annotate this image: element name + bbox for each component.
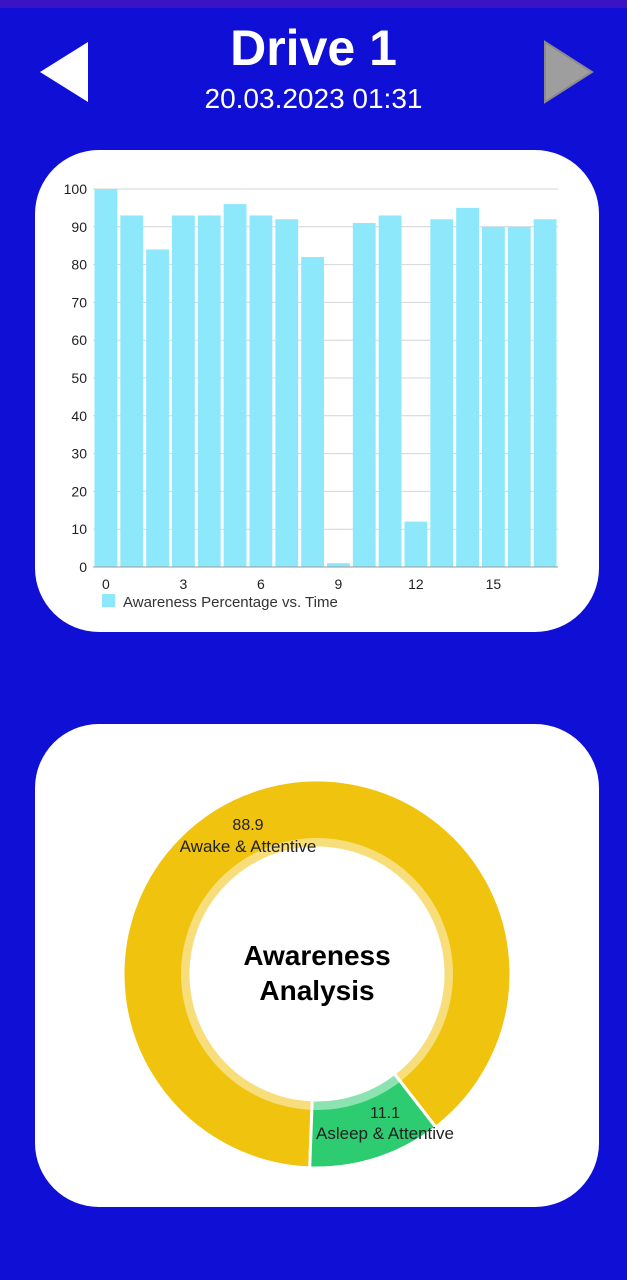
y-tick-label: 60 <box>71 332 87 348</box>
awareness-donut-chart: 88.9 Awake & Attentive 11.1 Asleep & Attent… <box>121 778 513 1170</box>
bar <box>146 249 169 567</box>
bar <box>482 226 505 568</box>
awareness-donut-chart-card: 88.9 Awake & Attentive 11.1 Asleep & Attent… <box>35 724 599 1207</box>
bar <box>94 189 118 567</box>
y-tick-label: 100 <box>64 181 88 197</box>
bar <box>327 563 350 567</box>
x-tick-label: 0 <box>102 576 110 592</box>
bar <box>275 219 299 567</box>
triangle-right-icon <box>544 40 594 104</box>
bar <box>223 204 247 567</box>
drive-timestamp: 20.03.2023 01:31 <box>204 83 423 114</box>
donut-slice-inner-ring <box>311 1073 401 1110</box>
x-tick-label: 6 <box>257 576 265 592</box>
bar <box>533 219 557 567</box>
next-drive-button[interactable] <box>542 40 594 104</box>
bar <box>404 521 428 567</box>
bar <box>301 257 324 567</box>
status-strip <box>0 0 627 8</box>
x-tick-label: 12 <box>408 576 424 592</box>
slice-value-label: 88.9 <box>232 817 263 834</box>
slice-category-label: Awake & Attentive <box>180 837 317 856</box>
slice-category-label: Asleep & Attentive <box>316 1124 454 1143</box>
y-tick-label: 30 <box>71 446 87 462</box>
legend-swatch <box>102 594 115 607</box>
previous-drive-button[interactable] <box>38 40 90 104</box>
slice-value-label: 11.1 <box>370 1105 400 1122</box>
bar <box>456 207 479 567</box>
legend-label: Awareness Percentage vs. Time <box>123 594 338 611</box>
y-tick-label: 10 <box>71 521 87 537</box>
y-tick-label: 0 <box>79 559 87 575</box>
bar <box>378 215 402 567</box>
y-tick-label: 20 <box>71 483 87 499</box>
awareness-bar-chart: 0 10 20 30 40 50 60 70 80 90 100 0 3 6 9 12 15 Awareness … <box>64 181 558 611</box>
y-tick-label: 90 <box>71 219 87 235</box>
bar <box>352 223 376 567</box>
y-tick-label: 80 <box>71 257 87 273</box>
donut-center-label-line-1: Awareness <box>243 940 391 971</box>
bar <box>172 215 195 567</box>
y-tick-label: 50 <box>71 370 87 386</box>
header: Drive 1 20.03.2023 01:31 <box>0 0 627 130</box>
donut-slice <box>121 778 513 1170</box>
awareness-bar-chart-card: 0 10 20 30 40 50 60 70 80 90 100 0 3 6 9 12 15 Awareness … <box>35 150 599 632</box>
y-tick-label: 40 <box>71 408 87 424</box>
donut-slice <box>308 1071 439 1170</box>
y-tick-label: 70 <box>71 294 87 310</box>
x-tick-label: 9 <box>335 576 343 592</box>
x-tick-label: 15 <box>486 576 502 592</box>
bar <box>507 226 531 568</box>
page-title: Drive 1 <box>230 20 397 76</box>
x-tick-label: 3 <box>180 576 188 592</box>
donut-center-label-line-2: Analysis <box>259 975 375 1006</box>
triangle-left-icon <box>40 42 88 102</box>
bar <box>249 215 273 567</box>
bar <box>430 219 454 567</box>
bar <box>120 215 144 567</box>
bar <box>197 215 221 567</box>
